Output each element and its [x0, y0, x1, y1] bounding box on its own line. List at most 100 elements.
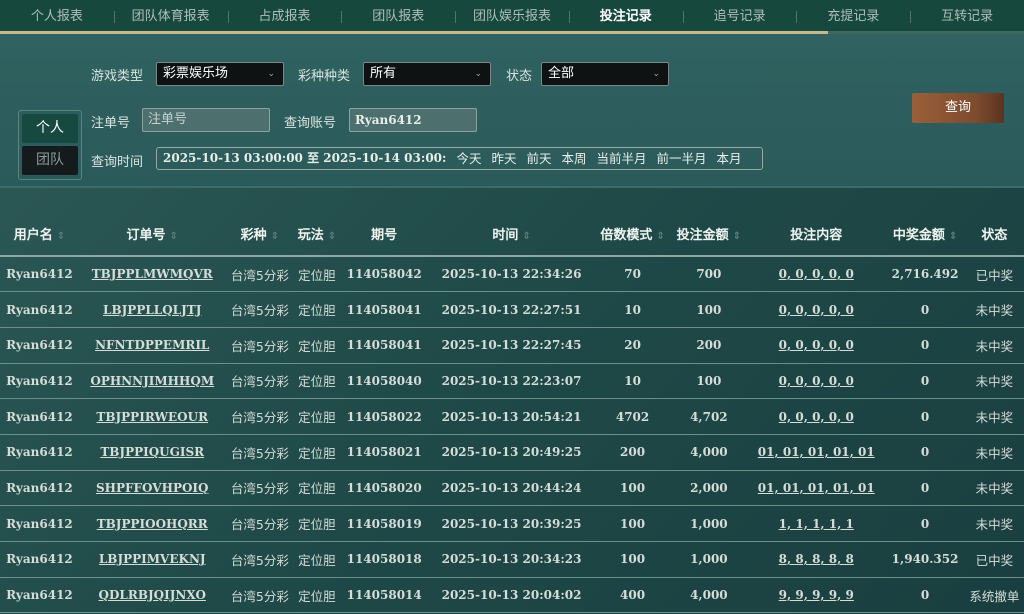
- column-header[interactable]: 时间 ⇕: [428, 212, 595, 257]
- time-range-input[interactable]: 2025-10-13 03:00:00 至 2025-10-14 03:00:: [163, 151, 447, 165]
- toggle-team[interactable]: 团队: [22, 146, 78, 175]
- bet-records-table: 用户名 ⇕ 订单号 ⇕ 彩种 ⇕ 玩法 ⇕ 期号 时间 ⇕ 倍数模式 ⇕ 投注金额 ⇕ 投注内容 中奖金额 ⇕ 状态…: [0, 212, 1024, 614]
- column-header[interactable]: 玩法 ⇕: [294, 212, 340, 257]
- quick-range-4[interactable]: 当前半月: [596, 151, 647, 166]
- account-input[interactable]: Ryan6412: [349, 108, 477, 132]
- cell-bet-content-link[interactable]: 9, 9, 9, 9, 9: [747, 577, 886, 614]
- cell-order-id-link[interactable]: TBJPPIRWEOUR: [78, 398, 226, 435]
- column-header[interactable]: 彩种 ⇕: [225, 212, 295, 257]
- tab-5[interactable]: 投注记录: [568, 0, 683, 31]
- sort-icon[interactable]: ⇕: [56, 231, 66, 242]
- cell-time: 2025-10-13 20:44:24: [428, 470, 595, 507]
- cell-bet-content-link[interactable]: 0, 0, 0, 0, 0: [747, 256, 886, 293]
- tab-7[interactable]: 充提记录: [796, 0, 910, 31]
- cell-order-id-link[interactable]: OPHNNJIMHHQM: [78, 363, 226, 400]
- tab-1[interactable]: 团队体育报表: [113, 0, 228, 31]
- tab-4[interactable]: 团队娱乐报表: [455, 0, 569, 31]
- cell-bet-amount: 4,000: [670, 434, 748, 471]
- tab-2[interactable]: 占成报表: [227, 0, 342, 31]
- sort-icon[interactable]: ⇕: [656, 231, 665, 242]
- tab-0[interactable]: 个人报表: [30, 9, 83, 24]
- cell-status: 系统撤单: [964, 577, 1024, 614]
- sort-icon[interactable]: ⇕: [327, 231, 337, 242]
- column-header-label: 倍数模式: [600, 228, 653, 243]
- cell-order-id-link[interactable]: TBJPPIOOHQRR: [78, 505, 226, 542]
- lottery-select[interactable]: 所有 ⌄: [363, 62, 491, 86]
- cell-lottery: 台湾5分彩: [225, 434, 295, 471]
- cell-bet-content-link[interactable]: 01, 01, 01, 01, 01: [747, 470, 886, 507]
- cell-username: Ryan6412: [0, 327, 79, 364]
- column-header[interactable]: 订单号 ⇕: [78, 212, 226, 257]
- cell-multiplier: 100: [594, 541, 671, 578]
- quick-range-0[interactable]: 今天: [456, 151, 482, 166]
- quick-range-2[interactable]: 前天: [526, 151, 552, 166]
- cell-order-id-link[interactable]: SHPFFOVHPOIQ: [78, 470, 226, 507]
- cell-play-type: 定位胆: [294, 541, 340, 578]
- column-header[interactable]: 投注金额 ⇕: [670, 212, 748, 257]
- cell-status: 未中奖: [964, 327, 1024, 364]
- cell-bet-content-link[interactable]: 8, 8, 8, 8, 8: [747, 541, 886, 578]
- tab-6[interactable]: 追号记录: [682, 0, 797, 31]
- sort-icon[interactable]: ⇕: [948, 231, 958, 242]
- quick-range-1[interactable]: 昨天: [491, 151, 517, 166]
- cell-username: Ryan6412: [0, 577, 79, 614]
- quick-range-6[interactable]: 本月: [716, 151, 742, 166]
- quick-range-3[interactable]: 本周: [561, 151, 587, 166]
- cell-order-id-link[interactable]: LBJPPIMVEKNJ: [78, 541, 226, 578]
- cell-status: 未中奖: [964, 470, 1024, 507]
- column-header[interactable]: 中奖金额 ⇕: [885, 212, 965, 257]
- table-row: Ryan6412 TBJPPLMWMQVR 台湾5分彩 定位胆 114058042 202…: [0, 256, 1024, 293]
- query-button[interactable]: 查询: [912, 93, 1004, 123]
- sort-icon[interactable]: ⇕: [270, 231, 280, 242]
- toggle-personal[interactable]: 个人: [22, 114, 78, 143]
- cell-bet-amount: 2,000: [670, 470, 748, 507]
- cell-bet-content-link[interactable]: 01, 01, 01, 01, 01: [747, 434, 886, 471]
- column-header[interactable]: 倍数模式 ⇕: [594, 212, 671, 257]
- sort-icon[interactable]: ⇕: [169, 231, 178, 242]
- cell-multiplier: 400: [594, 577, 671, 614]
- cell-lottery: 台湾5分彩: [225, 291, 295, 328]
- table-row: Ryan6412 TBJPPIOOHQRR 台湾5分彩 定位胆 114058019 202…: [0, 505, 1024, 542]
- quick-range-5[interactable]: 前一半月: [656, 151, 707, 166]
- cell-bet-amount: 200: [670, 327, 748, 364]
- cell-username: Ryan6412: [0, 363, 79, 400]
- status-select[interactable]: 全部 ⌄: [541, 62, 669, 86]
- sort-icon[interactable]: ⇕: [732, 231, 742, 242]
- game-type-select[interactable]: 彩票娱乐场 ⌄: [156, 62, 284, 86]
- sort-icon[interactable]: ⇕: [522, 231, 531, 242]
- cell-time: 2025-10-13 22:23:07: [428, 363, 595, 400]
- column-header-label: 投注内容: [790, 228, 843, 243]
- cell-issue: 114058014: [339, 577, 429, 614]
- column-header-label: 用户名: [13, 228, 53, 243]
- cell-order-id-link[interactable]: NFNTDPPEMRIL: [78, 327, 226, 364]
- cell-bet-amount: 100: [670, 291, 748, 328]
- cell-order-id-link[interactable]: TBJPPLMWMQVR: [78, 256, 226, 293]
- cell-win-amount: 0: [885, 505, 965, 542]
- cell-order-id-link[interactable]: LBJPPLLQLJTJ: [78, 291, 226, 328]
- tab-8[interactable]: 互转记录: [910, 0, 1024, 31]
- order-input[interactable]: 注单号: [142, 108, 270, 132]
- status-label: 状态: [506, 69, 533, 84]
- cell-lottery: 台湾5分彩: [225, 577, 295, 614]
- order-label: 注单号: [91, 116, 131, 131]
- cell-multiplier: 10: [594, 291, 671, 328]
- cell-bet-content-link[interactable]: 0, 0, 0, 0, 0: [747, 327, 886, 364]
- chevron-down-icon: ⌄: [267, 69, 275, 79]
- cell-issue: 114058022: [339, 398, 429, 435]
- tab-3[interactable]: 团队报表: [341, 0, 455, 31]
- cell-bet-content-link[interactable]: 0, 0, 0, 0, 0: [747, 291, 886, 328]
- cell-multiplier: 70: [594, 256, 671, 293]
- chevron-down-icon: ⌄: [474, 69, 482, 79]
- cell-issue: 114058041: [339, 291, 429, 328]
- cell-win-amount: 0: [885, 434, 965, 471]
- cell-status: 未中奖: [964, 363, 1024, 400]
- cell-bet-content-link[interactable]: 0, 0, 0, 0, 0: [747, 398, 886, 435]
- column-header[interactable]: 用户名 ⇕: [0, 212, 79, 257]
- cell-bet-content-link[interactable]: 1, 1, 1, 1, 1: [747, 505, 886, 542]
- cell-order-id-link[interactable]: QDLRBJQIJNXO: [78, 577, 226, 614]
- cell-order-id-link[interactable]: TBJPPIQUGISR: [78, 434, 226, 471]
- cell-username: Ryan6412: [0, 434, 79, 471]
- cell-lottery: 台湾5分彩: [225, 327, 295, 364]
- cell-username: Ryan6412: [0, 291, 79, 328]
- cell-bet-content-link[interactable]: 0, 0, 0, 0, 0: [747, 363, 886, 400]
